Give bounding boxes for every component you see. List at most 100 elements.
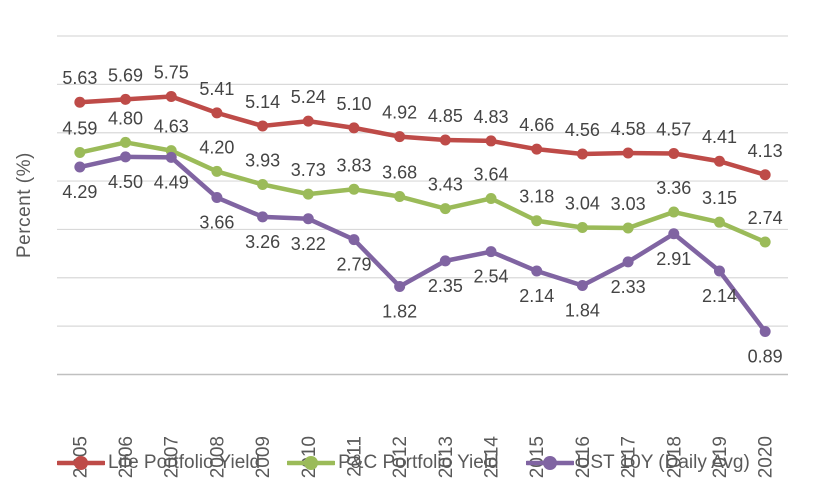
data-label-ust-10y-daily-avg: 4.49 — [154, 172, 189, 192]
data-label-life-portfolio-yield: 5.24 — [291, 87, 326, 107]
x-tick-label: 2011 — [344, 436, 365, 477]
data-point-life-portfolio-yield — [74, 96, 86, 108]
data-label-p-c-portfolio-yield: 4.20 — [199, 137, 234, 157]
data-point-life-portfolio-yield — [394, 131, 406, 143]
data-label-ust-10y-daily-avg: 3.26 — [245, 232, 280, 252]
data-label-life-portfolio-yield: 4.41 — [702, 127, 737, 147]
data-point-ust-10y-daily-avg — [713, 265, 725, 277]
legend-marker-life-portfolio-yield — [57, 456, 105, 470]
data-label-ust-10y-daily-avg: 2.91 — [656, 249, 691, 269]
data-label-ust-10y-daily-avg: 4.50 — [108, 172, 143, 192]
data-label-life-portfolio-yield: 4.83 — [474, 107, 509, 127]
data-point-ust-10y-daily-avg — [668, 228, 680, 240]
x-tick-label: 2017 — [619, 436, 640, 478]
data-point-life-portfolio-yield — [576, 148, 588, 160]
data-label-life-portfolio-yield: 4.92 — [382, 103, 417, 123]
data-point-life-portfolio-yield — [348, 122, 360, 134]
series-line-ust-10y-daily-avg — [77, 154, 768, 334]
data-point-life-portfolio-yield — [668, 148, 680, 160]
legend-marker-ust-10y-daily-avg — [525, 456, 574, 470]
x-tick-label: 2006 — [116, 436, 137, 478]
data-label-ust-10y-daily-avg: 3.66 — [199, 213, 234, 233]
x-tick-label: 2012 — [390, 436, 411, 478]
data-point-life-portfolio-yield — [257, 120, 269, 132]
data-label-p-c-portfolio-yield: 3.15 — [702, 188, 737, 208]
x-tick-label: 2014 — [482, 436, 503, 479]
data-point-ust-10y-daily-avg — [531, 265, 543, 277]
data-label-p-c-portfolio-yield: 4.63 — [154, 117, 189, 137]
data-label-p-c-portfolio-yield: 3.43 — [428, 175, 463, 195]
data-point-life-portfolio-yield — [439, 134, 451, 146]
data-label-ust-10y-daily-avg: 1.82 — [382, 301, 417, 321]
legend-item-ust-10y-daily-avg: UST 10Y (Daily Avg) — [525, 452, 750, 474]
x-tick-label: 2016 — [573, 436, 594, 478]
data-label-ust-10y-daily-avg: 1.84 — [565, 301, 600, 321]
data-label-life-portfolio-yield: 4.13 — [748, 141, 783, 161]
data-point-ust-10y-daily-avg — [394, 280, 406, 292]
x-tick-label: 2018 — [664, 436, 685, 478]
data-label-life-portfolio-yield: 5.10 — [336, 94, 371, 114]
data-point-ust-10y-daily-avg — [211, 192, 223, 204]
data-label-p-c-portfolio-yield: 4.80 — [108, 108, 143, 128]
data-point-life-portfolio-yield — [759, 169, 771, 181]
data-label-p-c-portfolio-yield: 3.64 — [474, 164, 509, 184]
data-label-ust-10y-daily-avg: 2.35 — [428, 276, 463, 296]
data-label-ust-10y-daily-avg: 4.29 — [62, 182, 97, 202]
data-point-life-portfolio-yield — [713, 155, 725, 167]
legend-item-p-c-portfolio-yield: P&C Portfolio Yield — [287, 452, 499, 474]
data-point-ust-10y-daily-avg — [257, 211, 269, 223]
y-axis-title: Percent (%) — [14, 152, 35, 259]
data-point-ust-10y-daily-avg — [485, 246, 497, 258]
data-label-life-portfolio-yield: 5.69 — [108, 65, 143, 85]
data-point-ust-10y-daily-avg — [302, 213, 314, 225]
data-point-life-portfolio-yield — [485, 135, 497, 147]
data-point-p-c-portfolio-yield — [120, 136, 132, 148]
data-label-ust-10y-daily-avg: 3.22 — [291, 234, 326, 254]
data-point-life-portfolio-yield — [165, 90, 177, 102]
data-label-life-portfolio-yield: 5.63 — [62, 68, 97, 88]
data-point-ust-10y-daily-avg — [74, 161, 86, 173]
legend-label: Life Portfolio Yield — [108, 452, 261, 473]
data-label-p-c-portfolio-yield: 3.03 — [611, 194, 646, 214]
data-label-life-portfolio-yield: 4.56 — [565, 120, 600, 140]
x-tick-label: 2020 — [756, 436, 777, 478]
data-label-p-c-portfolio-yield: 3.73 — [291, 160, 326, 180]
data-label-p-c-portfolio-yield: 3.04 — [565, 193, 600, 213]
x-tick-label: 2015 — [527, 436, 548, 478]
series-line-p-c-portfolio-yield — [77, 140, 768, 245]
x-tick-label: 2019 — [710, 436, 731, 478]
data-point-p-c-portfolio-yield — [531, 215, 543, 227]
data-point-p-c-portfolio-yield — [576, 221, 588, 233]
data-point-ust-10y-daily-avg — [439, 255, 451, 267]
data-point-p-c-portfolio-yield — [439, 203, 451, 215]
data-point-p-c-portfolio-yield — [759, 236, 771, 248]
data-label-p-c-portfolio-yield: 3.93 — [245, 150, 280, 170]
data-point-p-c-portfolio-yield — [713, 216, 725, 228]
data-label-p-c-portfolio-yield: 3.68 — [382, 163, 417, 183]
data-point-p-c-portfolio-yield — [668, 206, 680, 218]
data-point-p-c-portfolio-yield — [211, 165, 223, 177]
x-tick-label: 2008 — [207, 436, 228, 478]
legend-label: P&C Portfolio Yield — [338, 452, 499, 473]
data-label-life-portfolio-yield: 4.85 — [428, 106, 463, 126]
series-line-life-portfolio-yield — [77, 94, 768, 178]
data-label-p-c-portfolio-yield: 2.74 — [748, 208, 783, 228]
data-point-p-c-portfolio-yield — [74, 147, 86, 159]
data-point-p-c-portfolio-yield — [257, 178, 269, 190]
data-point-life-portfolio-yield — [120, 93, 132, 105]
data-point-life-portfolio-yield — [622, 147, 634, 159]
data-label-p-c-portfolio-yield: 3.83 — [336, 155, 371, 175]
data-label-life-portfolio-yield: 5.41 — [199, 79, 234, 99]
data-point-p-c-portfolio-yield — [622, 222, 634, 234]
data-label-life-portfolio-yield: 4.66 — [519, 115, 554, 135]
x-tick-label: 2007 — [162, 436, 183, 478]
data-label-ust-10y-daily-avg: 2.54 — [474, 267, 509, 287]
data-label-life-portfolio-yield: 4.57 — [656, 120, 691, 140]
data-point-life-portfolio-yield — [302, 115, 314, 127]
data-label-life-portfolio-yield: 4.58 — [611, 119, 646, 139]
data-point-p-c-portfolio-yield — [485, 192, 497, 204]
data-label-p-c-portfolio-yield: 3.36 — [656, 178, 691, 198]
data-label-ust-10y-daily-avg: 2.14 — [702, 286, 737, 306]
data-point-p-c-portfolio-yield — [394, 191, 406, 203]
